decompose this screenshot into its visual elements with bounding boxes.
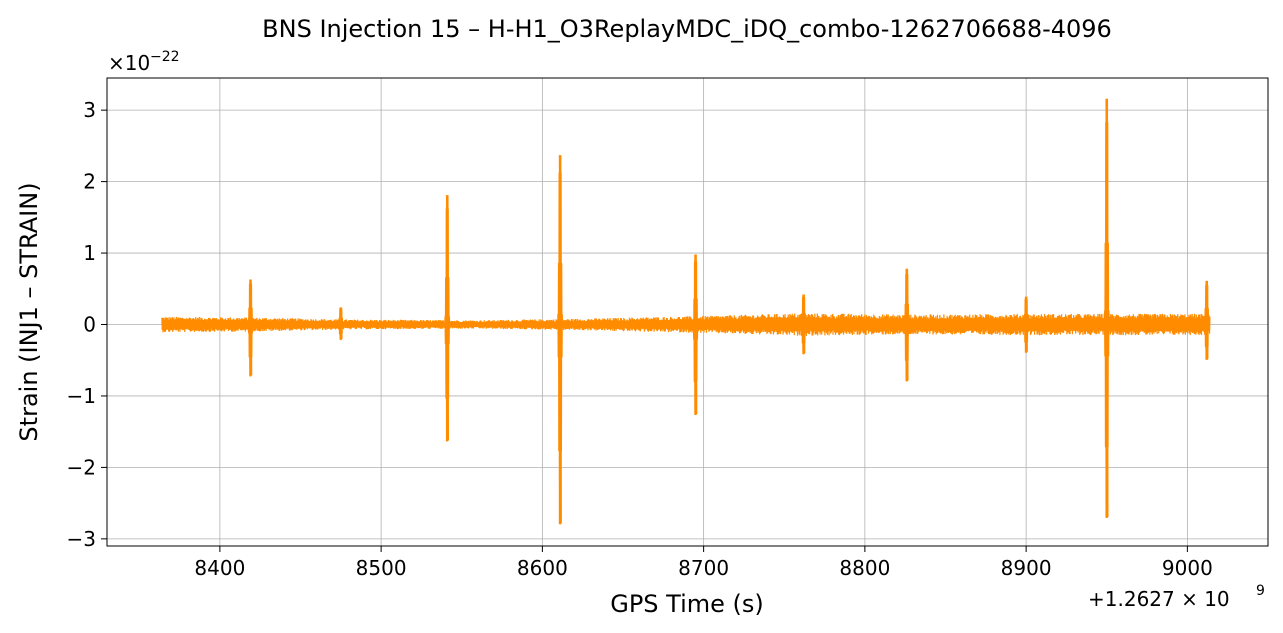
y-tick-label: 3 xyxy=(83,98,96,122)
y-tick-label: −1 xyxy=(67,384,96,408)
spike xyxy=(337,307,344,341)
x-offset-base: +1.2627 × 10 xyxy=(1088,587,1230,611)
y-multiplier: ×10 −22 xyxy=(108,49,180,75)
grid xyxy=(107,78,1268,546)
x-offset-exponent: 9 xyxy=(1256,583,1265,599)
spike xyxy=(443,195,451,442)
x-axis-label: GPS Time (s) xyxy=(610,590,764,618)
spike xyxy=(1022,296,1030,353)
y-multiplier-base: ×10 xyxy=(108,51,150,75)
y-axis-label: Strain (INJ1 – STRAIN) xyxy=(15,182,43,441)
x-offset: +1.2627 × 10 9 xyxy=(1088,583,1265,611)
y-tick-label: 0 xyxy=(83,313,96,337)
spike xyxy=(692,254,699,416)
spike xyxy=(800,294,807,355)
chart-title: BNS Injection 15 – H-H1_O3ReplayMDC_iDQ_… xyxy=(262,15,1112,43)
x-tick-label: 9000 xyxy=(1162,556,1213,580)
x-tick-label: 8700 xyxy=(678,556,729,580)
spike xyxy=(247,279,254,377)
y-tick-label: −2 xyxy=(67,455,96,479)
x-tick-label: 8400 xyxy=(194,556,245,580)
x-tick-label: 8800 xyxy=(839,556,890,580)
y-tick-label: 1 xyxy=(83,241,96,265)
y-multiplier-exponent: −22 xyxy=(150,49,180,65)
x-axis: 8400 8500 8600 8700 8800 8900 9000 xyxy=(194,546,1213,580)
y-tick-label: −3 xyxy=(67,527,96,551)
spike xyxy=(1103,98,1111,519)
y-axis: −3 −2 −1 0 1 2 3 xyxy=(67,98,107,551)
spike xyxy=(1203,280,1211,361)
spike xyxy=(556,155,564,525)
plot-frame xyxy=(106,77,1269,547)
series-line xyxy=(161,98,1211,525)
x-tick-label: 8500 xyxy=(356,556,407,580)
spike xyxy=(903,268,911,382)
x-tick-label: 8600 xyxy=(517,556,568,580)
noise-trace xyxy=(161,313,1211,336)
x-tick-label: 8900 xyxy=(1001,556,1052,580)
y-tick-label: 2 xyxy=(83,170,96,194)
